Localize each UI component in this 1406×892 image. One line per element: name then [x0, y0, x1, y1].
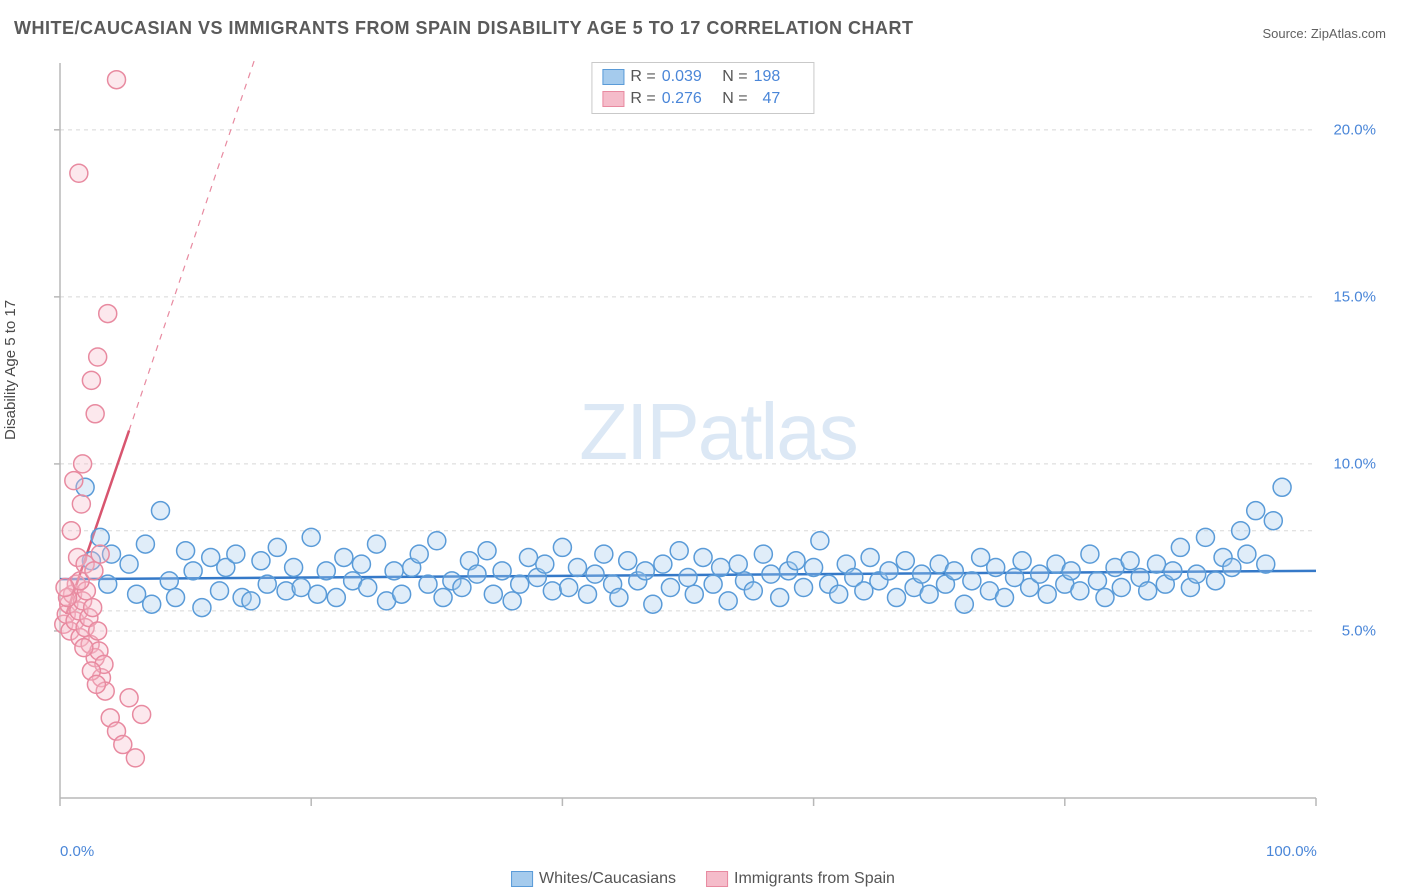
r-label: R =	[630, 90, 655, 108]
swatch-pink	[602, 91, 624, 107]
legend-swatch-pink	[706, 871, 728, 887]
series-legend: Whites/Caucasians Immigrants from Spain	[511, 870, 895, 888]
y-tick-label: 5.0%	[1342, 622, 1376, 639]
n-value-pink: 47	[754, 90, 804, 108]
y-axis-label: Disability Age 5 to 17	[2, 300, 19, 440]
scatter-plot: ZIPatlas 5.0%10.0%15.0%20.0%0.0%100.0%	[50, 58, 1386, 838]
stats-row-pink: R = 0.276 N = 47	[602, 88, 803, 110]
x-tick-label: 100.0%	[1266, 843, 1317, 860]
swatch-blue	[602, 69, 624, 85]
n-label: N =	[718, 68, 748, 86]
n-value-blue: 198	[754, 68, 804, 86]
legend-label-blue: Whites/Caucasians	[539, 870, 676, 888]
source-prefix: Source:	[1262, 26, 1310, 41]
r-label: R =	[630, 68, 655, 86]
r-value-blue: 0.039	[662, 68, 712, 86]
y-tick-label: 15.0%	[1333, 288, 1376, 305]
y-tick-label: 20.0%	[1333, 121, 1376, 138]
legend-item-pink: Immigrants from Spain	[706, 870, 895, 888]
legend-swatch-blue	[511, 871, 533, 887]
legend-label-pink: Immigrants from Spain	[734, 870, 895, 888]
y-tick-label: 10.0%	[1333, 455, 1376, 472]
n-label: N =	[718, 90, 748, 108]
chart-title: WHITE/CAUCASIAN VS IMMIGRANTS FROM SPAIN…	[14, 18, 914, 39]
r-value-pink: 0.276	[662, 90, 712, 108]
legend-item-blue: Whites/Caucasians	[511, 870, 676, 888]
stats-row-blue: R = 0.039 N = 198	[602, 66, 803, 88]
x-tick-label: 0.0%	[60, 843, 94, 860]
chart-canvas	[50, 58, 1386, 838]
source-name: ZipAtlas.com	[1311, 26, 1386, 41]
stats-legend: R = 0.039 N = 198 R = 0.276 N = 47	[591, 62, 814, 114]
source-label: Source: ZipAtlas.com	[1262, 26, 1386, 41]
